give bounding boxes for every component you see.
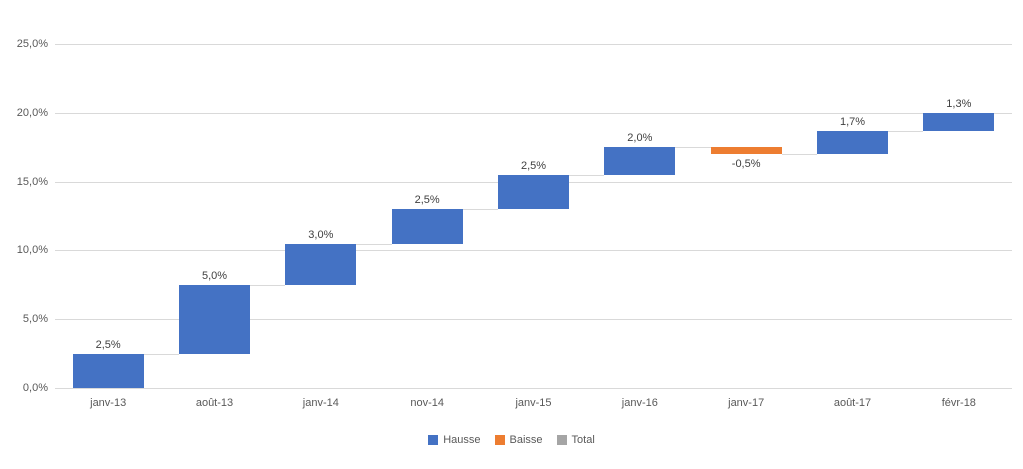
legend-swatch-icon (494, 435, 505, 445)
connector-line (781, 154, 817, 156)
waterfall-bar-févr-18[interactable] (923, 112, 995, 131)
legend-swatch-icon (556, 435, 567, 445)
gridline (55, 319, 1012, 321)
connector-line (569, 174, 605, 176)
x-axis-tick-label: janv-17 (728, 397, 765, 409)
data-label: 3,0% (308, 228, 334, 241)
y-axis-tick-label: 10,0% (16, 244, 48, 257)
data-label: -0,5% (731, 158, 761, 171)
gridline (55, 112, 1012, 114)
data-label: 1,7% (839, 115, 866, 128)
connector-line (356, 243, 392, 245)
waterfall-bar-janv-16[interactable] (604, 147, 676, 175)
y-axis-tick-label: 0,0% (22, 382, 48, 394)
x-axis-tick-label: janv-14 (302, 397, 339, 409)
data-label: 2,5% (520, 159, 547, 172)
legend-item-total[interactable]: Total (556, 434, 595, 446)
x-axis-tick-label: août-17 (833, 397, 872, 409)
waterfall-bar-janv-14[interactable] (285, 243, 357, 285)
connector-line (888, 130, 924, 132)
waterfall-bar-janv-17[interactable] (710, 147, 782, 155)
legend-item-baisse[interactable]: Baisse (494, 434, 543, 446)
connector-line (250, 284, 286, 286)
x-axis-tick-label: janv-15 (515, 397, 552, 409)
x-axis-tick-label: févr-18 (941, 397, 976, 409)
x-axis-tick-label: août-13 (195, 397, 234, 409)
legend: Hausse Baisse Total (0, 434, 1023, 446)
x-axis-tick-label: nov-14 (410, 397, 444, 409)
y-axis-tick-label: 20,0% (16, 106, 48, 119)
x-axis-line (55, 388, 1012, 389)
y-axis-tick-label: 15,0% (16, 175, 48, 188)
legend-item-hausse[interactable]: Hausse (428, 434, 481, 446)
x-axis-tick-label: janv-16 (621, 397, 658, 409)
legend-label: Hausse (443, 434, 481, 446)
waterfall-bar-janv-15[interactable] (498, 174, 569, 210)
legend-label: Total (571, 434, 595, 446)
data-label: 2,5% (414, 194, 440, 207)
connector-line (675, 147, 711, 149)
data-label: 2,0% (627, 132, 653, 145)
y-axis-tick-label: 5,0% (22, 313, 48, 326)
legend-swatch-icon (428, 435, 439, 445)
gridline (55, 250, 1012, 252)
waterfall-bar-août-17[interactable] (817, 130, 888, 155)
waterfall-bar-août-13[interactable] (179, 284, 250, 354)
waterfall-bar-nov-14[interactable] (391, 209, 463, 244)
connector-line (143, 353, 179, 355)
connector-line (462, 209, 498, 211)
data-label: 2,5% (95, 338, 121, 351)
gridline (55, 44, 1012, 45)
x-axis-tick-label: janv-13 (90, 397, 127, 409)
data-label: 5,0% (201, 269, 228, 282)
data-label: 1,3% (946, 97, 972, 110)
y-axis-tick-label: 25,0% (16, 38, 48, 50)
legend-label: Baisse (509, 434, 543, 446)
waterfall-bar-janv-13[interactable] (72, 353, 144, 388)
